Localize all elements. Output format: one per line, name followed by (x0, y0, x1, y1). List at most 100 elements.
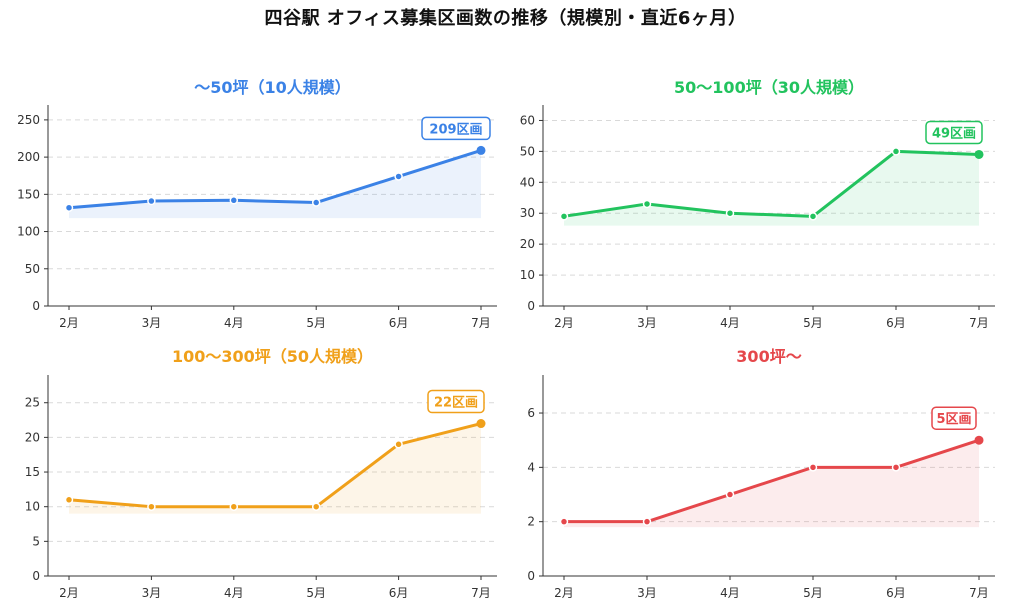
y-tick-label: 4 (527, 460, 535, 474)
callout: 209区画 (421, 116, 491, 141)
data-point (229, 502, 239, 511)
series-line (562, 438, 981, 524)
data-point (476, 145, 486, 155)
y-tick-label: 6 (527, 406, 535, 420)
chart-title: 〜50坪（10人規模） (194, 78, 351, 97)
data-point (147, 196, 156, 206)
chart-title: 100〜300坪（50人規模） (172, 347, 373, 366)
series-line (67, 148, 483, 210)
y-tick-label: 50 (520, 144, 535, 158)
y-tick-label: 30 (520, 206, 535, 220)
x-tick-label: 7月 (471, 316, 491, 330)
chart-panel-1: 〜50坪（10人規模） 0 50 100 150 200 250 2月 3月 4月 5月 6月 7月 20… (17, 78, 497, 330)
x-tick-label: 4月 (720, 586, 740, 600)
chart-title: 50〜100坪（30人規模） (674, 78, 864, 97)
data-point (311, 198, 321, 207)
series-area (69, 150, 481, 219)
data-point (229, 196, 239, 205)
callout-label: 5区画 (936, 412, 971, 427)
y-tick-label: 5 (32, 534, 40, 548)
data-point (394, 440, 403, 449)
y-tick-label: 100 (17, 225, 40, 239)
series-line (67, 422, 483, 509)
x-tick-label: 6月 (886, 586, 906, 600)
data-point (891, 463, 901, 472)
x-tick-label: 6月 (886, 316, 906, 330)
x-tick-label: 3月 (142, 316, 162, 330)
callout-box (925, 120, 983, 145)
x-tick-label: 7月 (969, 316, 989, 330)
y-tick-label: 200 (17, 150, 40, 164)
x-tick-label: 3月 (142, 586, 162, 600)
data-point (147, 502, 156, 511)
data-point (725, 490, 735, 499)
callout-box (421, 116, 491, 141)
x-tick-label: 4月 (224, 316, 244, 330)
y-tick-label: 20 (520, 237, 535, 251)
callout-label: 49区画 (932, 126, 976, 141)
callout-label: 22区画 (434, 396, 478, 411)
y-tick-label: 0 (527, 569, 535, 583)
series-area (69, 423, 481, 514)
callout-box (427, 389, 485, 414)
x-tick-label: 2月 (554, 586, 574, 600)
series-area (564, 440, 979, 528)
y-tick-label: 50 (25, 262, 40, 276)
data-point (559, 517, 569, 526)
data-point (476, 419, 486, 429)
x-tick-label: 4月 (720, 316, 740, 330)
data-point (725, 208, 735, 218)
data-point (64, 495, 74, 505)
y-tick-label: 25 (25, 396, 40, 410)
x-tick-label: 5月 (306, 316, 326, 330)
y-tick-label: 0 (32, 299, 40, 313)
data-point (642, 517, 652, 526)
callout: 49区画 (925, 120, 983, 145)
y-tick-label: 150 (17, 187, 40, 201)
data-point (974, 149, 984, 159)
chart-title: 300坪〜 (736, 347, 801, 366)
x-tick-label: 7月 (969, 586, 989, 600)
y-tick-label: 10 (25, 500, 40, 514)
data-point (808, 212, 818, 221)
y-tick-label: 0 (527, 299, 535, 313)
x-tick-label: 7月 (471, 586, 491, 600)
data-point (642, 199, 652, 209)
chart-panel-4: 300坪〜 0 2 4 6 2月 3月 4月 5月 6月 7月 5区画 (527, 347, 995, 600)
x-tick-label: 3月 (637, 586, 657, 600)
y-tick-label: 60 (520, 113, 535, 127)
callout: 5区画 (931, 406, 977, 430)
data-point (974, 435, 984, 445)
y-tick-label: 250 (17, 113, 40, 127)
data-point (64, 203, 74, 212)
data-point (559, 212, 569, 221)
y-tick-label: 0 (32, 569, 40, 583)
chart-panel-3: 100〜300坪（50人規模） 0 5 10 15 20 25 2月 3月 4月 5月 6月 7月 22区… (25, 347, 497, 600)
y-tick-label: 10 (520, 268, 535, 282)
y-tick-label: 40 (520, 175, 535, 189)
callout: 22区画 (427, 389, 485, 414)
page-title: 四谷駅 オフィス募集区画数の推移（規模別・直近6ヶ月） (264, 8, 747, 29)
data-point (311, 502, 321, 511)
y-tick-label: 2 (527, 515, 535, 529)
x-tick-label: 5月 (306, 586, 326, 600)
x-tick-label: 2月 (59, 586, 79, 600)
series-line (562, 149, 981, 218)
data-point (891, 147, 901, 156)
y-tick-label: 20 (25, 430, 40, 444)
data-point (394, 172, 403, 181)
x-tick-label: 6月 (389, 586, 409, 600)
y-tick-label: 15 (25, 465, 40, 479)
chart-panel-2: 50〜100坪（30人規模） 0 10 20 30 40 50 60 2月 3月 4月 5月 6月 7月 4… (520, 78, 995, 330)
x-tick-label: 2月 (554, 316, 574, 330)
data-point (808, 463, 818, 472)
callout-box (931, 406, 977, 430)
x-tick-label: 2月 (59, 316, 79, 330)
callout-label: 209区画 (429, 122, 482, 137)
x-tick-label: 5月 (803, 316, 823, 330)
x-tick-label: 6月 (389, 316, 409, 330)
x-tick-label: 4月 (224, 586, 244, 600)
x-tick-label: 3月 (637, 316, 657, 330)
x-tick-label: 5月 (803, 586, 823, 600)
